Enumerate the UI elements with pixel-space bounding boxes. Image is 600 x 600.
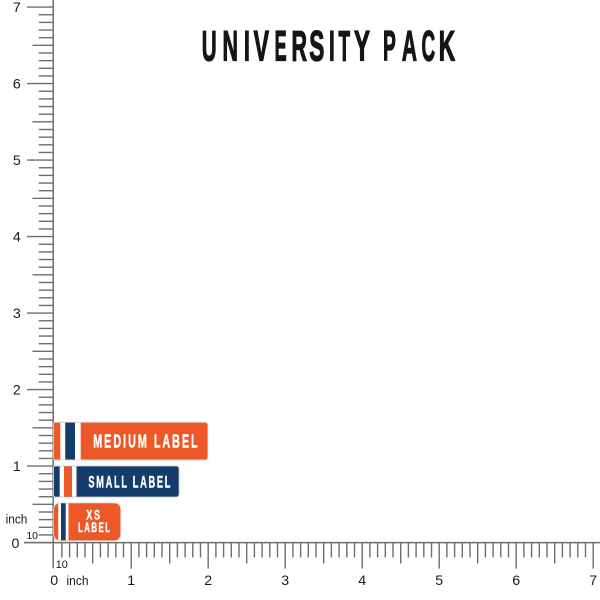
svg-text:7: 7 (13, 0, 21, 16)
svg-text:inch: inch (67, 573, 89, 588)
svg-text:7: 7 (589, 573, 597, 589)
svg-text:2: 2 (13, 383, 21, 399)
svg-text:4: 4 (13, 230, 21, 246)
svg-text:0: 0 (11, 536, 19, 552)
svg-text:10: 10 (56, 559, 68, 571)
svg-text:1: 1 (13, 459, 21, 475)
svg-text:SMALL LABEL: SMALL LABEL (88, 474, 172, 492)
svg-text:6: 6 (512, 573, 520, 589)
svg-text:4: 4 (358, 573, 366, 589)
svg-text:2: 2 (204, 573, 212, 589)
svg-text:3: 3 (281, 573, 289, 589)
svg-text:5: 5 (435, 573, 443, 589)
svg-text:5: 5 (13, 153, 21, 169)
svg-text:6: 6 (13, 77, 21, 93)
svg-text:LABEL: LABEL (78, 519, 112, 535)
svg-text:inch: inch (6, 511, 28, 526)
svg-text:MEDIUM LABEL: MEDIUM LABEL (93, 431, 200, 452)
svg-text:3: 3 (13, 306, 21, 322)
svg-text:0: 0 (50, 573, 58, 589)
svg-text:1: 1 (127, 573, 135, 589)
svg-text:10: 10 (26, 530, 38, 542)
svg-text:XS: XS (86, 508, 102, 523)
